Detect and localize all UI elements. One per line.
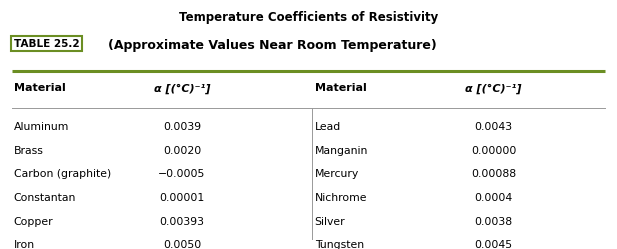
Text: Tungsten: Tungsten [315, 240, 364, 249]
Text: Silver: Silver [315, 217, 346, 227]
Text: Material: Material [14, 83, 65, 93]
Text: 0.0004: 0.0004 [474, 193, 513, 203]
Text: 0.00001: 0.00001 [159, 193, 205, 203]
Text: Nichrome: Nichrome [315, 193, 367, 203]
Text: 0.00000: 0.00000 [471, 146, 516, 156]
Text: Copper: Copper [14, 217, 53, 227]
Text: Mercury: Mercury [315, 169, 359, 179]
Text: 0.0043: 0.0043 [474, 122, 513, 132]
Text: Iron: Iron [14, 240, 35, 249]
Text: 0.0039: 0.0039 [163, 122, 201, 132]
Text: Temperature Coefficients of Resistivity: Temperature Coefficients of Resistivity [179, 11, 438, 24]
Text: 0.0038: 0.0038 [474, 217, 513, 227]
Text: 0.00088: 0.00088 [471, 169, 516, 179]
Text: Material: Material [315, 83, 366, 93]
Text: Manganin: Manganin [315, 146, 368, 156]
Text: Lead: Lead [315, 122, 341, 132]
Text: TABLE 25.2: TABLE 25.2 [14, 39, 79, 49]
Text: Carbon (graphite): Carbon (graphite) [14, 169, 111, 179]
Text: 0.0050: 0.0050 [163, 240, 201, 249]
Text: Aluminum: Aluminum [14, 122, 69, 132]
Text: (Approximate Values Near Room Temperature): (Approximate Values Near Room Temperatur… [108, 39, 437, 52]
Text: α [(°C)⁻¹]: α [(°C)⁻¹] [465, 83, 522, 94]
Text: 0.0020: 0.0020 [163, 146, 201, 156]
Text: α [(°C)⁻¹]: α [(°C)⁻¹] [154, 83, 210, 94]
Text: 0.00393: 0.00393 [160, 217, 204, 227]
Text: 0.0045: 0.0045 [474, 240, 513, 249]
Text: Constantan: Constantan [14, 193, 76, 203]
Text: Brass: Brass [14, 146, 43, 156]
Text: −0.0005: −0.0005 [159, 169, 205, 179]
